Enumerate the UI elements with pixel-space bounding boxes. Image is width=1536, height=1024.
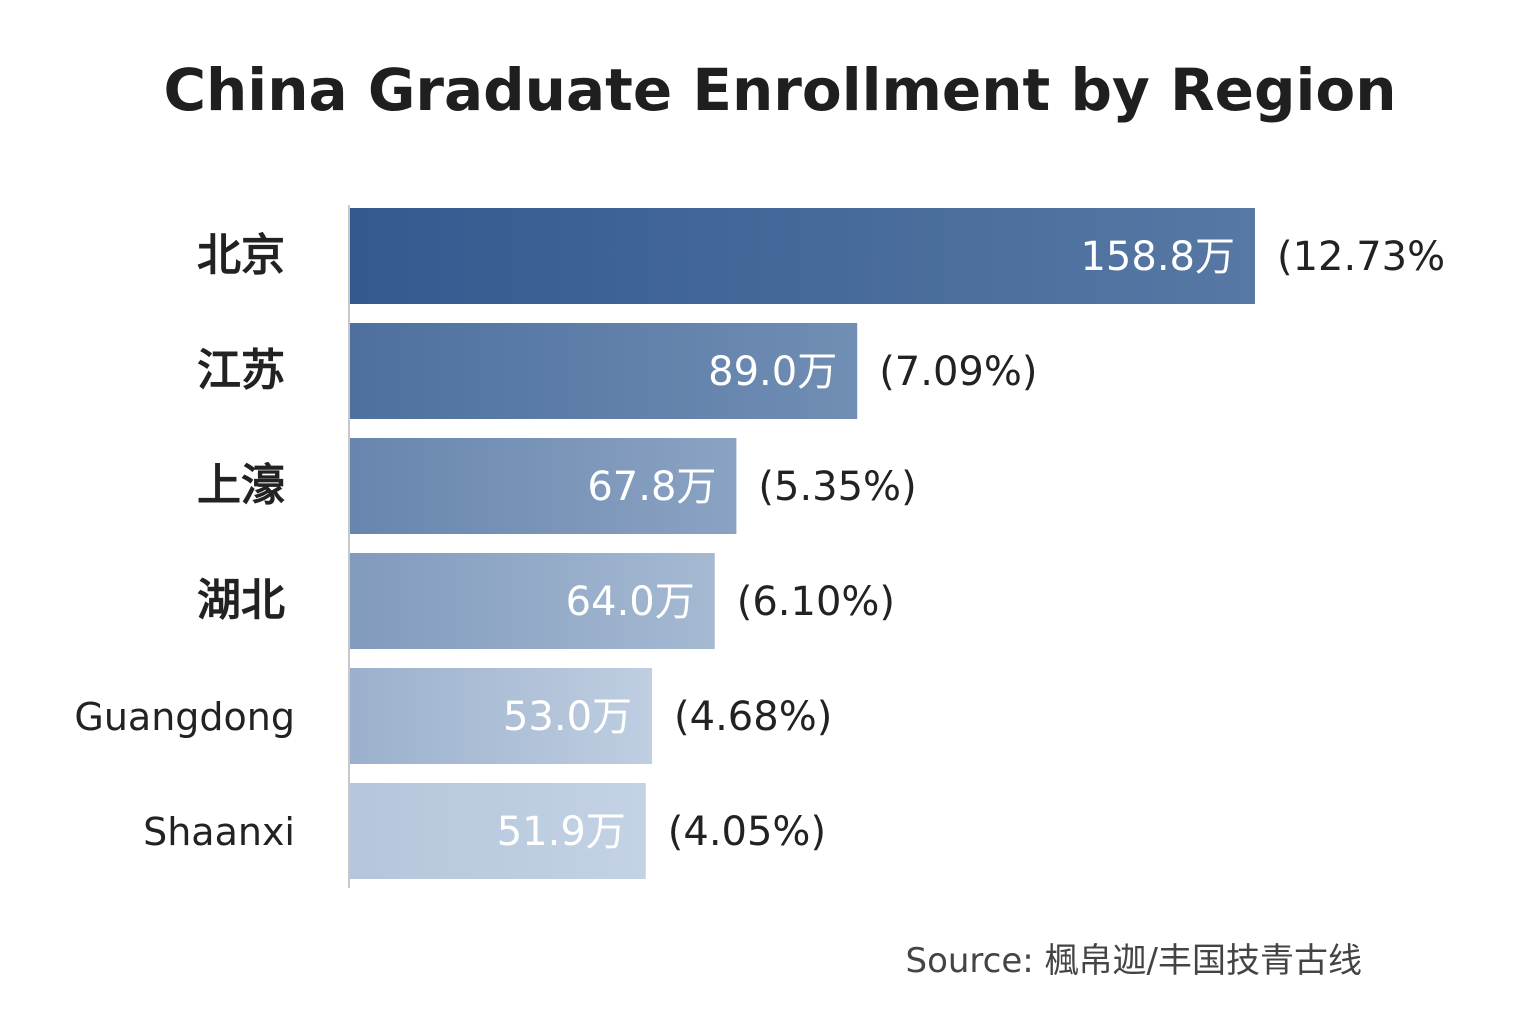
value-label-3: 64.0万 bbox=[566, 579, 695, 625]
category-label-5: Shaanxi bbox=[143, 810, 295, 854]
value-label-0: 158.8万 bbox=[1080, 234, 1235, 280]
category-label-2: 上濠 bbox=[197, 460, 285, 511]
value-label-1: 89.0万 bbox=[708, 349, 837, 395]
category-label-3: 湖北 bbox=[197, 575, 285, 626]
percent-label-0: (12.73% bbox=[1277, 234, 1445, 280]
category-label-1: 江苏 bbox=[197, 345, 285, 396]
percent-label-3: (6.10%) bbox=[737, 579, 895, 625]
bar-3 bbox=[350, 553, 715, 649]
bar-4 bbox=[350, 668, 653, 764]
value-label-2: 67.8万 bbox=[587, 464, 716, 510]
bar-2 bbox=[350, 438, 737, 534]
bars-layer: 北京 158.8万 (12.73% 江苏 89.0万 (7.09%) 上濠 67.8万 (5.3… bbox=[74, 208, 1445, 879]
chart-title: China Graduate Enrollment by Region bbox=[163, 56, 1396, 124]
bar-5 bbox=[350, 783, 646, 879]
percent-label-1: (7.09%) bbox=[879, 349, 1037, 395]
percent-label-4: (4.68%) bbox=[674, 694, 832, 740]
percent-label-2: (5.35%) bbox=[758, 464, 916, 510]
source-note: Source: 楓帛迦/丰国技青古线 bbox=[906, 941, 1363, 981]
value-label-5: 51.9万 bbox=[497, 809, 626, 855]
bar-0 bbox=[350, 208, 1255, 304]
category-label-4: Guangdong bbox=[74, 695, 295, 739]
percent-label-5: (4.05%) bbox=[668, 809, 826, 855]
category-label-0: 北京 bbox=[197, 230, 285, 281]
value-label-4: 53.0万 bbox=[503, 694, 632, 740]
bar-1 bbox=[350, 323, 858, 419]
